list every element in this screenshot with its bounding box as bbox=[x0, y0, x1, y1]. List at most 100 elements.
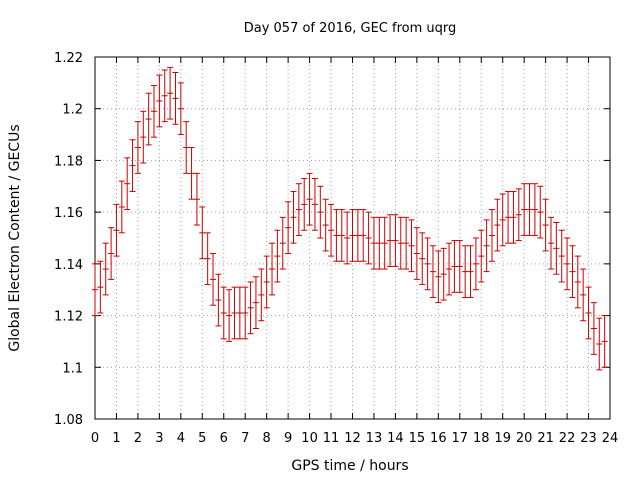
error-bar bbox=[467, 245, 474, 298]
x-tick-label: 14 bbox=[387, 431, 404, 446]
x-tick-label: 7 bbox=[241, 431, 249, 446]
error-bar bbox=[317, 185, 324, 239]
error-bar bbox=[247, 281, 254, 335]
x-tick-label: 1 bbox=[112, 431, 120, 446]
error-bar bbox=[322, 198, 329, 252]
error-bar bbox=[193, 172, 200, 226]
error-bar bbox=[215, 273, 222, 327]
error-bar bbox=[585, 286, 592, 340]
x-tick-label: 4 bbox=[177, 431, 185, 446]
error-bar bbox=[161, 69, 168, 123]
error-bar bbox=[290, 190, 297, 244]
x-tick-label: 17 bbox=[452, 431, 469, 446]
chart-title: Day 057 of 2016, GEC from uqrg bbox=[244, 21, 457, 36]
y-tick-labels: 1.08 1.1 1.12 1.14 1.16 1.18 1.2 1.22 bbox=[54, 51, 83, 428]
error-bar bbox=[102, 242, 109, 296]
x-tick-label: 21 bbox=[537, 431, 554, 446]
error-bar bbox=[429, 245, 436, 298]
error-bar bbox=[204, 232, 211, 286]
y-tick-label: 1.16 bbox=[54, 206, 83, 221]
error-bar bbox=[515, 188, 522, 242]
error-bar bbox=[285, 201, 292, 255]
error-bar bbox=[263, 255, 270, 309]
error-bar bbox=[580, 268, 587, 322]
error-bar bbox=[118, 180, 125, 234]
x-tick-label: 0 bbox=[91, 431, 99, 446]
error-bar bbox=[226, 289, 233, 342]
error-bar bbox=[376, 216, 383, 270]
x-tick-label: 3 bbox=[155, 431, 163, 446]
error-bar bbox=[177, 82, 184, 136]
error-bar bbox=[564, 237, 571, 291]
x-tick-label: 2 bbox=[134, 431, 142, 446]
error-bar bbox=[451, 240, 458, 293]
error-bar bbox=[113, 203, 120, 257]
error-bar bbox=[252, 276, 259, 329]
error-bar bbox=[328, 203, 335, 257]
error-bar bbox=[505, 190, 512, 244]
error-bar bbox=[269, 242, 276, 296]
error-bar bbox=[547, 216, 554, 270]
error-bar bbox=[510, 190, 517, 244]
error-bar bbox=[537, 185, 544, 239]
error-bar bbox=[129, 139, 136, 192]
y-tick-label: 1.22 bbox=[54, 51, 83, 66]
error-bar bbox=[365, 211, 372, 265]
error-bar bbox=[488, 209, 495, 262]
error-bar bbox=[478, 229, 485, 283]
x-tick-label: 22 bbox=[559, 431, 576, 446]
error-bar bbox=[446, 242, 453, 296]
error-bar bbox=[236, 286, 243, 340]
error-bar bbox=[531, 183, 538, 236]
error-bar bbox=[408, 219, 415, 273]
error-bar bbox=[242, 286, 249, 340]
error-bar bbox=[494, 198, 501, 252]
x-tick-label: 19 bbox=[494, 431, 511, 446]
x-tick-label: 12 bbox=[344, 431, 361, 446]
error-bar bbox=[596, 317, 603, 371]
x-tick-label: 23 bbox=[580, 431, 597, 446]
error-bar bbox=[542, 198, 549, 252]
error-bar bbox=[97, 260, 104, 314]
x-tick-label: 15 bbox=[409, 431, 426, 446]
error-bar bbox=[279, 216, 286, 270]
error-bar bbox=[472, 237, 479, 291]
error-bar bbox=[311, 178, 318, 231]
error-bar bbox=[370, 216, 377, 270]
error-bar bbox=[108, 227, 115, 280]
x-tick-label: 24 bbox=[602, 431, 619, 446]
error-bar bbox=[435, 250, 442, 304]
error-bar bbox=[338, 209, 345, 262]
ticks bbox=[94, 56, 611, 420]
x-tick-label: 16 bbox=[430, 431, 447, 446]
error-bar bbox=[92, 263, 98, 317]
error-bar bbox=[590, 302, 597, 355]
error-bar bbox=[569, 245, 576, 298]
error-bar bbox=[387, 214, 394, 267]
error-bar bbox=[424, 237, 431, 291]
error-bar bbox=[354, 209, 361, 262]
error-bar bbox=[558, 229, 565, 283]
x-tick-label: 9 bbox=[284, 431, 292, 446]
x-tick-label: 20 bbox=[516, 431, 533, 446]
error-bar bbox=[553, 221, 560, 275]
x-tick-label: 11 bbox=[323, 431, 340, 446]
error-bar bbox=[526, 183, 533, 236]
x-tick-label: 6 bbox=[220, 431, 228, 446]
error-bar bbox=[124, 157, 131, 211]
x-tick-label: 5 bbox=[198, 431, 206, 446]
error-bar bbox=[134, 121, 141, 174]
error-bars bbox=[92, 66, 608, 371]
error-bar bbox=[413, 227, 420, 280]
error-bar bbox=[199, 206, 206, 260]
error-bar bbox=[499, 193, 506, 247]
error-bar bbox=[392, 214, 399, 267]
error-bar bbox=[360, 209, 367, 262]
x-tick-label: 13 bbox=[366, 431, 383, 446]
error-bar bbox=[440, 247, 447, 301]
error-bar bbox=[231, 286, 238, 340]
x-tick-labels: 0 1 2 3 4 5 6 7 8 9 10 11 12 13 14 15 16 17 18 19 20 21 22 23 24 bbox=[91, 431, 618, 446]
error-bar bbox=[306, 172, 313, 226]
